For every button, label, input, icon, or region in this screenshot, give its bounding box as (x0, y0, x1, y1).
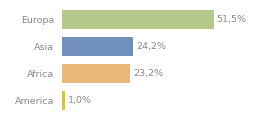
Text: 23,2%: 23,2% (133, 69, 163, 78)
Bar (62, 64, 130, 83)
Bar (62, 10, 214, 29)
Text: 24,2%: 24,2% (136, 42, 166, 51)
Text: 1,0%: 1,0% (67, 96, 92, 105)
Bar (62, 37, 133, 56)
Bar (62, 91, 65, 110)
Text: 51,5%: 51,5% (217, 15, 247, 24)
